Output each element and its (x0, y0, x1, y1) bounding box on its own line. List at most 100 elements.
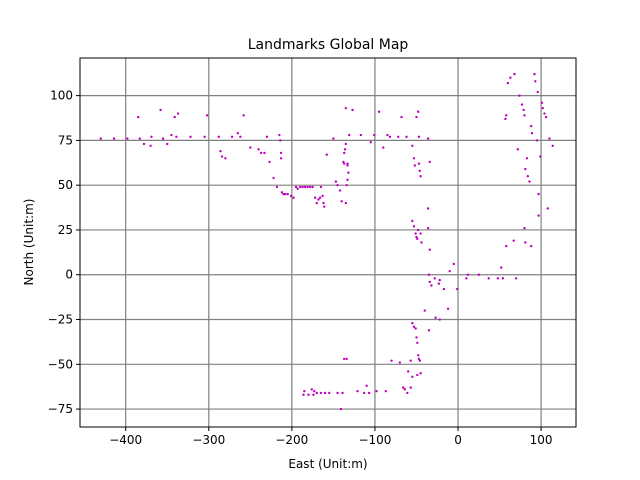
landmark-point (426, 226, 430, 230)
landmark-point (409, 386, 412, 389)
landmark-point (236, 132, 240, 135)
landmark-point (375, 389, 378, 393)
landmark-point (505, 244, 508, 248)
plot-frame (79, 57, 577, 428)
landmark-point (217, 135, 220, 139)
landmark-point (537, 214, 540, 217)
landmark-point (203, 135, 206, 139)
landmark-point (437, 282, 441, 285)
landmark-point (411, 219, 414, 223)
landmark-point (230, 135, 234, 139)
landmark-point (321, 194, 324, 198)
landmark-point (416, 237, 419, 241)
y-tick-labels: −75 −50 −25 0 25 50 75 100 (48, 89, 73, 416)
landmark-point (224, 157, 227, 160)
landmark-point (219, 149, 222, 153)
landmark-point (278, 133, 281, 137)
landmark-point (265, 135, 269, 139)
landmark-point (397, 135, 400, 139)
landmark-point (537, 192, 540, 196)
landmark-point (166, 142, 169, 146)
landmark-point (540, 101, 544, 104)
landmark-point (419, 175, 422, 178)
landmark-point (509, 76, 512, 79)
landmark-point (279, 157, 283, 160)
landmark-point (347, 171, 350, 174)
landmark-point (523, 114, 526, 117)
landmark-point (416, 228, 420, 232)
landmark-point (345, 183, 348, 187)
landmark-point (448, 269, 451, 273)
landmark-point (347, 133, 351, 137)
y-tick-label: 25 (58, 223, 73, 237)
landmark-point (239, 135, 242, 139)
landmark-point (346, 178, 349, 182)
landmark-point (411, 321, 414, 325)
landmark-point (351, 108, 354, 112)
landmark-point (513, 72, 516, 76)
landmark-point (332, 137, 335, 140)
landmark-point (289, 194, 293, 198)
axis-ticks (76, 95, 542, 431)
y-tick-label: 75 (58, 133, 73, 147)
landmark-point (406, 370, 410, 373)
landmark-point (543, 112, 546, 115)
landmark-point (344, 201, 348, 205)
landmark-point (504, 117, 507, 121)
landmark-point (539, 155, 542, 158)
landmark-point (411, 144, 414, 147)
landmark-point (303, 185, 307, 189)
landmark-point (362, 391, 366, 395)
scatter-points (99, 72, 554, 411)
landmark-point (346, 164, 349, 167)
landmark-point (170, 133, 173, 137)
landmark-point (505, 114, 508, 117)
landmark-point (419, 232, 422, 235)
landmark-point (259, 151, 263, 155)
landmark-point (319, 391, 323, 395)
landmark-point (302, 393, 305, 396)
landmark-point (512, 239, 515, 242)
landmark-point (345, 357, 348, 361)
landmark-point (548, 137, 551, 140)
landmark-point (315, 391, 318, 395)
landmark-point (415, 235, 418, 239)
landmark-point (159, 108, 162, 112)
landmark-point (487, 277, 490, 280)
landmark-point (423, 309, 426, 312)
landmark-point (416, 354, 420, 357)
landmark-point (520, 103, 524, 106)
landmark-point (343, 162, 346, 165)
landmark-point (524, 167, 527, 171)
x-tick-label: −100 (358, 433, 391, 447)
landmark-point (438, 278, 441, 282)
landmark-point (466, 273, 470, 276)
landmark-point (112, 137, 116, 140)
landmark-point (416, 373, 419, 377)
y-tick-label: −50 (48, 357, 73, 371)
landmark-point (390, 359, 393, 362)
landmark-point (501, 277, 505, 280)
landmark-point (438, 318, 441, 321)
landmark-point (342, 160, 345, 164)
landmark-point (367, 391, 371, 395)
landmark-point (275, 185, 279, 189)
landmark-point (286, 192, 289, 196)
landmark-point (272, 176, 275, 180)
landmark-point (418, 169, 422, 173)
landmark-point (344, 142, 348, 146)
x-tick-label: 100 (530, 433, 553, 447)
landmark-point (356, 389, 359, 393)
landmark-point (319, 185, 323, 189)
landmark-point (419, 372, 422, 375)
landmark-point (477, 273, 480, 276)
landmark-point (534, 80, 537, 83)
landmark-point (412, 325, 416, 328)
landmark-point (416, 110, 420, 113)
grid-lines (80, 58, 576, 427)
landmark-point (446, 307, 450, 310)
landmark-point (344, 106, 348, 110)
landmark-point (220, 155, 224, 158)
landmark-point (279, 151, 283, 155)
